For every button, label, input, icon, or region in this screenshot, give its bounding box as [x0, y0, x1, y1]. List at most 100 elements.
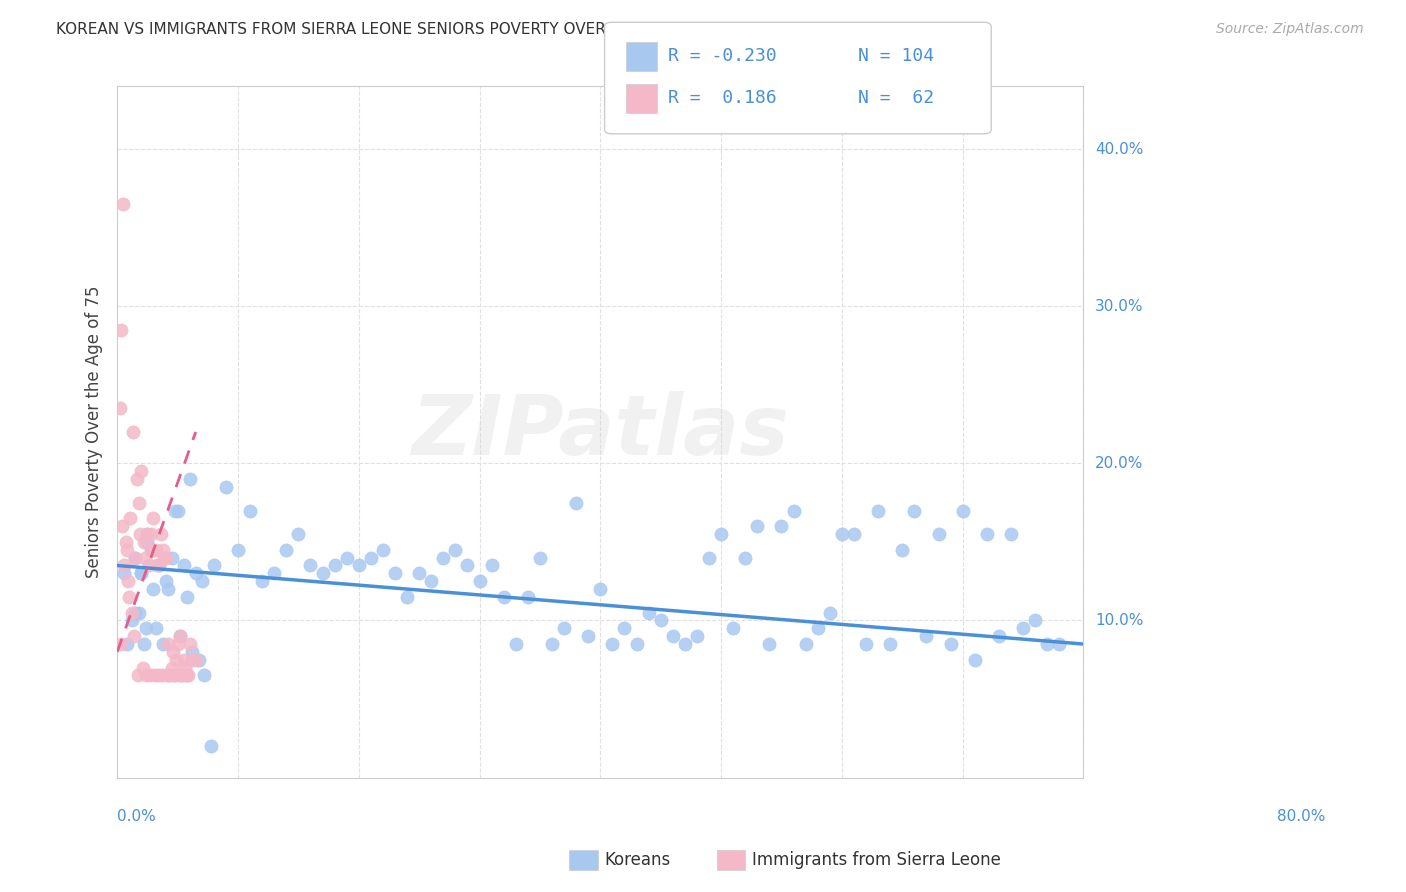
Point: [529, 550, 551, 565]
Point: [157, 668, 180, 682]
Point: [125, 472, 148, 486]
Point: [169, 629, 191, 643]
Point: [179, 637, 201, 651]
Point: [807, 621, 830, 635]
Point: [145, 621, 167, 635]
Text: Source: ZipAtlas.com: Source: ZipAtlas.com: [1216, 22, 1364, 37]
Point: [250, 574, 273, 589]
Point: [226, 542, 249, 557]
Point: [150, 668, 173, 682]
Point: [142, 582, 165, 596]
Point: [1012, 621, 1035, 635]
Point: [420, 574, 443, 589]
Point: [155, 574, 177, 589]
Point: [831, 527, 853, 541]
Point: [138, 558, 160, 573]
Point: [179, 472, 201, 486]
Point: [939, 637, 962, 651]
Point: [131, 660, 153, 674]
Point: [176, 590, 198, 604]
Point: [141, 542, 163, 557]
Point: [117, 574, 139, 589]
Point: [1000, 527, 1022, 541]
Point: [115, 542, 138, 557]
Point: [148, 558, 170, 573]
Point: [456, 558, 478, 573]
Text: N =  62: N = 62: [858, 89, 934, 107]
Text: R = -0.230: R = -0.230: [668, 47, 776, 65]
Text: 40.0%: 40.0%: [1095, 142, 1143, 157]
Point: [903, 503, 925, 517]
Point: [891, 542, 914, 557]
Point: [112, 197, 135, 211]
Point: [184, 653, 207, 667]
Point: [276, 542, 298, 557]
Point: [139, 542, 162, 557]
Point: [855, 637, 877, 651]
Point: [136, 527, 159, 541]
Point: [124, 550, 146, 565]
Text: 30.0%: 30.0%: [1095, 299, 1143, 314]
Point: [444, 542, 467, 557]
Point: [121, 606, 143, 620]
Point: [128, 496, 150, 510]
Point: [371, 542, 394, 557]
Point: [120, 511, 142, 525]
Point: [121, 614, 143, 628]
Point: [193, 668, 215, 682]
Point: [156, 582, 179, 596]
Point: [142, 542, 165, 557]
Point: [673, 637, 696, 651]
Point: [132, 637, 155, 651]
Point: [963, 653, 986, 667]
Point: [987, 629, 1010, 643]
Point: [613, 621, 636, 635]
Point: [159, 668, 181, 682]
Point: [432, 550, 454, 565]
Point: [181, 645, 204, 659]
Point: [135, 668, 157, 682]
Point: [148, 668, 170, 682]
Point: [162, 645, 184, 659]
Point: [662, 629, 685, 643]
Point: [122, 629, 145, 643]
Point: [136, 527, 159, 541]
Point: [148, 558, 170, 573]
Text: Immigrants from Sierra Leone: Immigrants from Sierra Leone: [752, 851, 1001, 869]
Point: [170, 668, 193, 682]
Point: [172, 668, 194, 682]
Point: [202, 558, 225, 573]
Point: [492, 590, 515, 604]
Point: [111, 519, 134, 533]
Point: [118, 590, 141, 604]
Point: [360, 550, 382, 565]
Point: [710, 527, 733, 541]
Point: [1024, 614, 1046, 628]
Point: [124, 550, 146, 565]
Point: [602, 637, 624, 651]
Point: [976, 527, 998, 541]
Point: [188, 653, 211, 667]
Point: [165, 503, 187, 517]
Point: [215, 480, 238, 494]
Point: [263, 566, 285, 581]
Point: [160, 550, 183, 565]
Point: [181, 653, 204, 667]
Point: [1036, 637, 1059, 651]
Point: [794, 637, 817, 651]
Point: [110, 637, 132, 651]
Point: [589, 582, 612, 596]
Point: [110, 323, 132, 337]
Point: [122, 425, 145, 439]
Point: [299, 558, 322, 573]
Point: [553, 621, 575, 635]
Point: [136, 535, 159, 549]
Point: [131, 566, 153, 581]
Text: 10.0%: 10.0%: [1095, 613, 1143, 628]
Point: [149, 527, 172, 541]
Point: [770, 519, 793, 533]
Point: [142, 511, 165, 525]
Point: [576, 629, 599, 643]
Point: [143, 668, 166, 682]
Point: [177, 668, 200, 682]
